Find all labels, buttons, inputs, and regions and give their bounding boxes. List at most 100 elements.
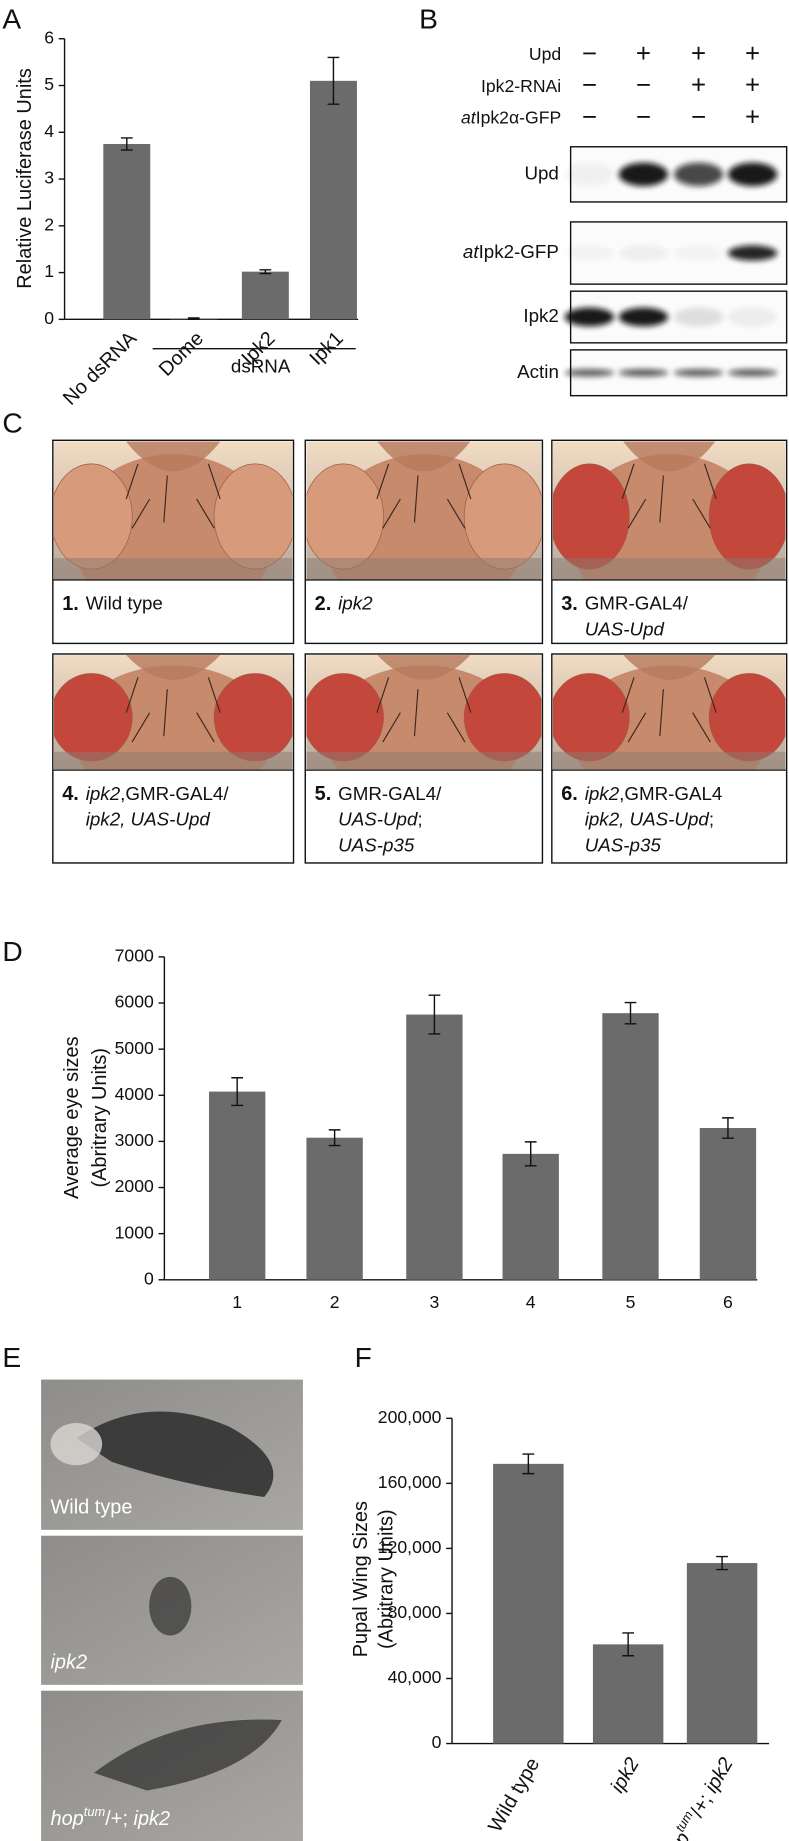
bristles — [376, 463, 472, 529]
y-tick-label: 0 — [44, 308, 54, 328]
vertex — [126, 441, 221, 472]
eye — [708, 463, 786, 570]
text-segment: GMR-GAL4/ — [338, 783, 442, 804]
condition-sign: − — [582, 40, 597, 68]
condition-sign: + — [745, 72, 760, 100]
photo-number: 6. — [561, 783, 578, 805]
vertex — [377, 441, 471, 472]
condition-sign: + — [691, 72, 706, 100]
photo-caption: UAS-Upd; — [338, 809, 422, 830]
vertex — [623, 655, 716, 680]
eye — [708, 673, 786, 762]
text-segment: hop — [50, 1808, 83, 1830]
text-segment: ipk2, UAS-Upd — [585, 809, 710, 830]
blot-band — [565, 245, 614, 260]
y-tick-label: 6 — [44, 27, 54, 47]
y-tick-label: 6000 — [115, 992, 154, 1012]
photo-caption: GMR-GAL4/ — [585, 593, 689, 614]
blot-band — [564, 307, 615, 327]
y-tick-label: 2000 — [115, 1176, 154, 1196]
error-bar — [428, 994, 441, 1035]
eye — [54, 463, 133, 570]
photo-number: 2. — [315, 593, 332, 615]
y-tick-label: 4 — [44, 121, 54, 141]
panel-letter: C — [2, 406, 22, 438]
wing-shape — [76, 1411, 274, 1497]
text-segment: ipk2 — [607, 1754, 644, 1797]
error-bar — [722, 1117, 734, 1139]
blot-band — [618, 307, 669, 327]
y-tick-label: 1000 — [115, 1222, 154, 1242]
blot-band — [727, 245, 778, 261]
text-segment: UAS-Upd — [585, 618, 665, 639]
blot-band — [618, 245, 669, 261]
text-segment: ipk2, UAS-Upd — [86, 809, 211, 830]
y-tick-label: 1 — [44, 261, 54, 281]
bristles — [125, 463, 221, 529]
error-bar — [328, 1129, 341, 1147]
eye — [306, 673, 384, 762]
photo-caption: ipk2,GMR-GAL4/ — [86, 783, 230, 804]
text-segment: UAS-p35 — [338, 834, 415, 855]
bar — [309, 80, 357, 320]
panel-letter: E — [2, 1341, 21, 1373]
condition-sign: − — [691, 103, 706, 131]
wing-head — [50, 1423, 103, 1466]
bristles — [125, 677, 221, 743]
text-segment: /+; — [105, 1808, 133, 1830]
text-segment: ,GMR-GAL4 — [619, 783, 722, 804]
vertex — [377, 655, 471, 680]
photo-caption: UAS-Upd — [585, 618, 665, 639]
condition-sign: − — [582, 72, 597, 100]
fly-head-photo — [553, 655, 786, 771]
eye — [54, 673, 133, 762]
x-tick-label: No dsRNA — [59, 327, 142, 410]
text-segment: ; — [417, 809, 422, 830]
photo-caption: ipk2,GMR-GAL4 — [585, 783, 723, 804]
photo-number: 5. — [315, 783, 332, 805]
blot-band — [618, 369, 669, 377]
text-segment: Ipk2 — [523, 305, 558, 326]
blot-band — [727, 307, 778, 327]
text-segment: UAS-Upd — [338, 809, 418, 830]
eye — [553, 673, 630, 762]
error-bar — [259, 269, 272, 275]
condition-label: Ipk2-RNAi — [481, 76, 561, 96]
x-tick-label: 4 — [526, 1292, 536, 1312]
bar — [602, 1013, 659, 1280]
eye — [213, 463, 293, 570]
blot-row-label: Upd — [524, 162, 558, 183]
bar — [686, 1563, 758, 1744]
x-tick-label: 6 — [723, 1292, 733, 1312]
bar — [406, 1014, 463, 1280]
lower-shade — [306, 558, 542, 581]
y-axis-label: Pupal Wing Sizes — [350, 1501, 372, 1657]
y-axis-label: (Abritrary Units) — [376, 1509, 398, 1649]
y-tick-label: 4000 — [115, 1084, 154, 1104]
blot-band — [727, 369, 778, 377]
eye — [463, 673, 542, 762]
photo-caption: UAS-p35 — [585, 834, 662, 855]
text-segment: GMR-GAL4/ — [585, 593, 689, 614]
fly-head-photo — [306, 655, 542, 771]
photo-caption: ipk2 — [338, 593, 373, 614]
lower-shade — [306, 751, 542, 771]
text-segment: ipk2 — [50, 1652, 87, 1674]
y-tick-label: 0 — [144, 1268, 154, 1288]
text-segment: tum — [84, 1804, 106, 1819]
condition-sign: + — [636, 40, 651, 68]
blot-row-label: Actin — [517, 361, 559, 382]
wing-shape — [93, 1719, 282, 1791]
bar — [699, 1128, 757, 1280]
wing-label: hoptum/+; ipk2 — [50, 1804, 170, 1830]
eye — [553, 463, 630, 570]
condition-sign: + — [745, 40, 760, 68]
lower-shade — [553, 558, 786, 581]
western-blot: Upd − + + +Ipk2-RNAi − − + +atIpk2α-GFP − − − +Updat… — [461, 40, 788, 397]
condition-sign: − — [582, 103, 597, 131]
blot-band — [673, 162, 724, 187]
text-segment: ; — [709, 809, 714, 830]
